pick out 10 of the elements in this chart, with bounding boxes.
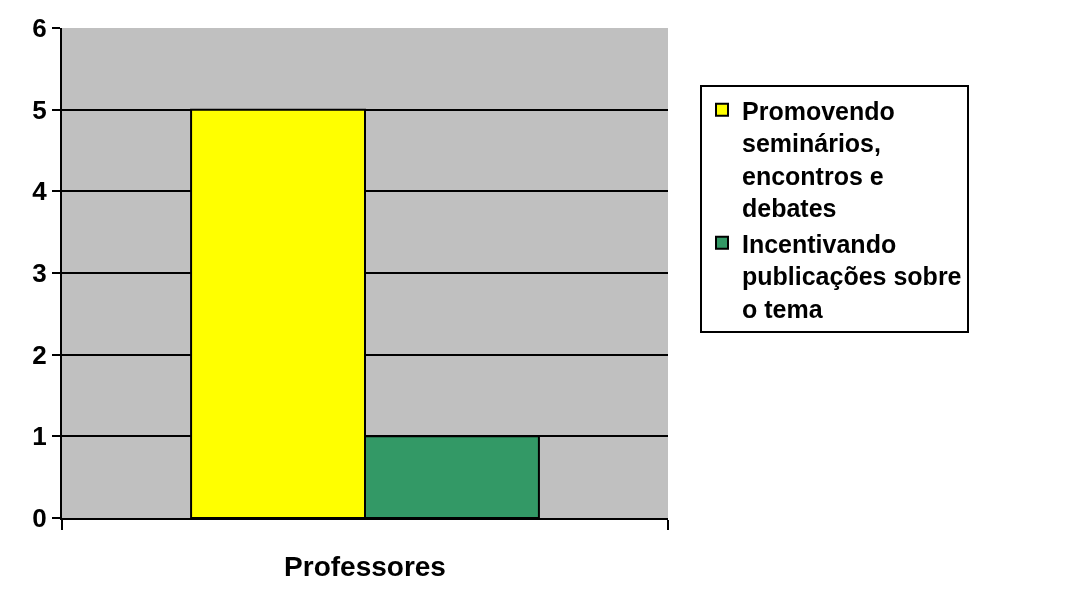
y-tick-label: 0 <box>32 503 47 534</box>
y-tick-label: 6 <box>32 13 47 44</box>
legend-label: Incentivando publicações sobre o tema <box>742 229 962 323</box>
y-tick-label: 1 <box>32 421 47 452</box>
x-tick-label: Professores <box>284 550 446 582</box>
y-tick-label: 3 <box>32 258 47 289</box>
y-tick-label: 2 <box>32 339 47 370</box>
y-tick-label: 5 <box>32 94 47 125</box>
legend-label: Promovendo seminários, encontros e debates <box>742 96 895 222</box>
y-tick-label: 4 <box>32 176 48 207</box>
